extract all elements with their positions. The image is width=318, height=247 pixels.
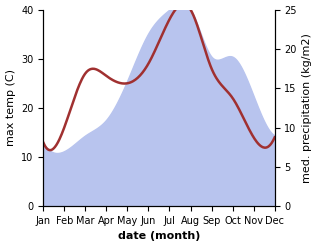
Y-axis label: med. precipitation (kg/m2): med. precipitation (kg/m2): [302, 33, 313, 183]
Y-axis label: max temp (C): max temp (C): [5, 69, 16, 146]
X-axis label: date (month): date (month): [118, 231, 200, 242]
